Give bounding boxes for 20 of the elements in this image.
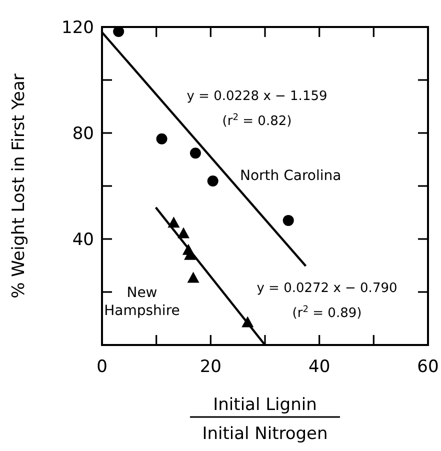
y-tick-label: 120 [62,18,94,38]
series-label: New Hampshire [104,285,180,319]
y-axis-title: % Weight Lost in First Year [9,74,29,298]
series-label: North Carolina [240,168,342,184]
annotation: (r$^{2}$ = 0.82) [222,113,292,129]
annotation: y = 0.0272 x − 0.790 [256,281,398,296]
point [187,272,200,283]
point [282,214,294,226]
y-tick-label: 80 [72,124,94,144]
x-axis-title: Initial Lignin Initial Nitrogen [202,395,328,444]
x-tick-label: 20 [200,357,222,377]
x-tick-label: 40 [308,357,330,377]
point [190,148,201,159]
point [156,133,168,144]
x-tick-label: 60 [417,357,439,377]
x-tick-label: 0 [96,357,108,377]
annotation: y = 0.0228 x − 1.159 [186,89,328,104]
annotation: (r$^{2}$ = 0.89) [292,305,362,321]
point [207,175,218,186]
y-tick-label: 40 [72,230,94,250]
